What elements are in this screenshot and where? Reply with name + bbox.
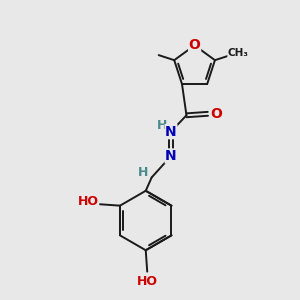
Text: N: N (165, 149, 177, 163)
Text: O: O (210, 107, 222, 121)
Text: H: H (157, 118, 167, 132)
Text: HO: HO (78, 195, 99, 208)
Text: CH₃: CH₃ (228, 47, 249, 58)
Text: HO: HO (137, 274, 158, 288)
Text: H: H (138, 166, 148, 178)
Text: O: O (189, 38, 200, 52)
Text: N: N (165, 124, 177, 139)
